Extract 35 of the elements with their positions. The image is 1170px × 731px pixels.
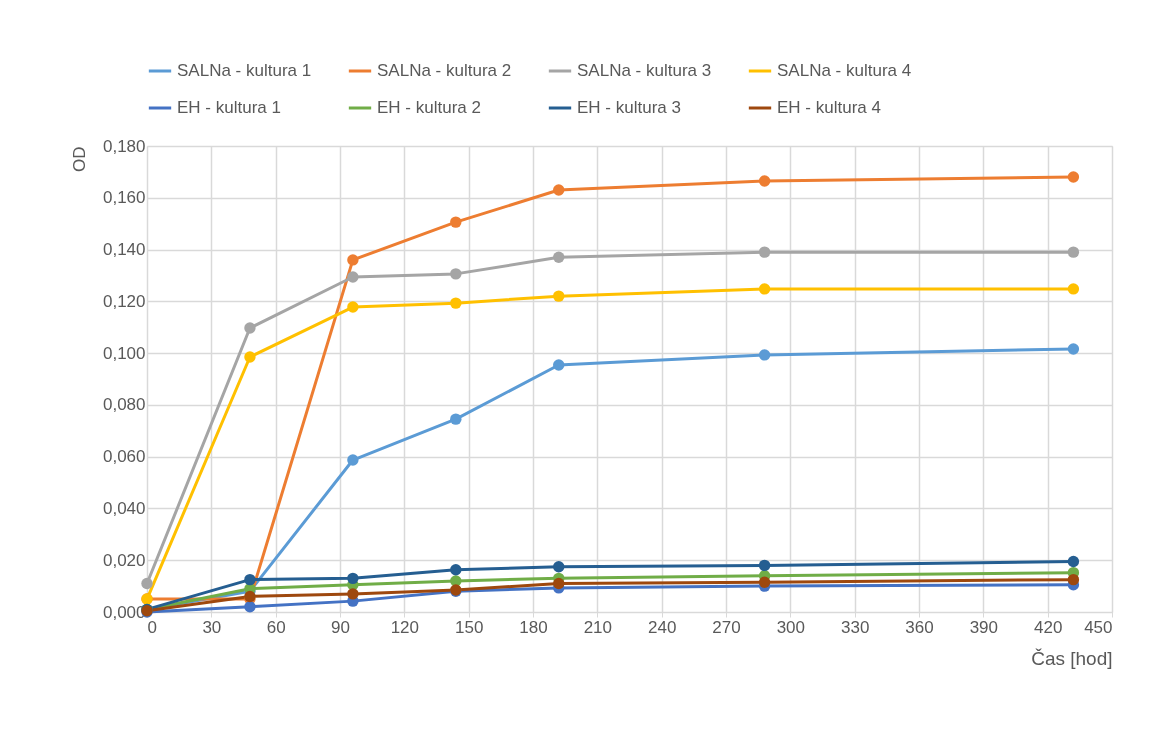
x-tick-label: 450 (1084, 617, 1113, 637)
legend-label: EH - kultura 3 (577, 98, 681, 117)
x-axis-title: Čas [hod] (1031, 647, 1113, 669)
x-tick-label: 300 (776, 617, 806, 637)
x-tick-label: 30 (202, 617, 222, 637)
y-axis-title: OD (69, 146, 89, 172)
y-tick-label: 0,080 (102, 395, 146, 415)
legend-label: SALNa - kultura 3 (577, 61, 712, 80)
y-tick-label: 0,060 (102, 447, 146, 467)
x-tick-label: 270 (712, 617, 741, 637)
legend-label: SALNa - kultura 2 (377, 61, 512, 80)
y-tick-label: 0,040 (102, 498, 146, 518)
x-tick-label: 330 (840, 617, 870, 637)
x-tick-label: 360 (905, 617, 934, 637)
legend-label: SALNa - kultura 1 (177, 61, 312, 80)
legend-label: EH - kultura 2 (377, 98, 481, 117)
x-tick-label: 150 (454, 617, 484, 637)
x-tick-label: 390 (969, 617, 999, 637)
x-tick-label: 420 (1033, 617, 1063, 637)
x-tick-label: 60 (266, 617, 286, 637)
x-tick-label: 180 (519, 617, 548, 637)
legend-label: EH - kultura 1 (177, 98, 281, 117)
y-tick-label: 0,120 (102, 291, 146, 311)
y-tick-label: 0,020 (102, 550, 146, 570)
legend-label: SALNa - kultura 4 (777, 61, 912, 80)
x-tick-label: 210 (583, 617, 613, 637)
y-tick-label: 0,100 (102, 343, 146, 363)
y-tick-label: 0,180 (102, 136, 146, 156)
x-tick-label: 120 (390, 617, 420, 637)
x-tick-label: 0 (147, 617, 157, 637)
x-tick-label: 240 (647, 617, 677, 637)
y-tick-label: 0,160 (102, 188, 146, 208)
x-tick-label: 90 (331, 617, 350, 637)
legend-label: EH - kultura 4 (777, 98, 881, 117)
y-tick-label: 0,140 (102, 240, 146, 260)
